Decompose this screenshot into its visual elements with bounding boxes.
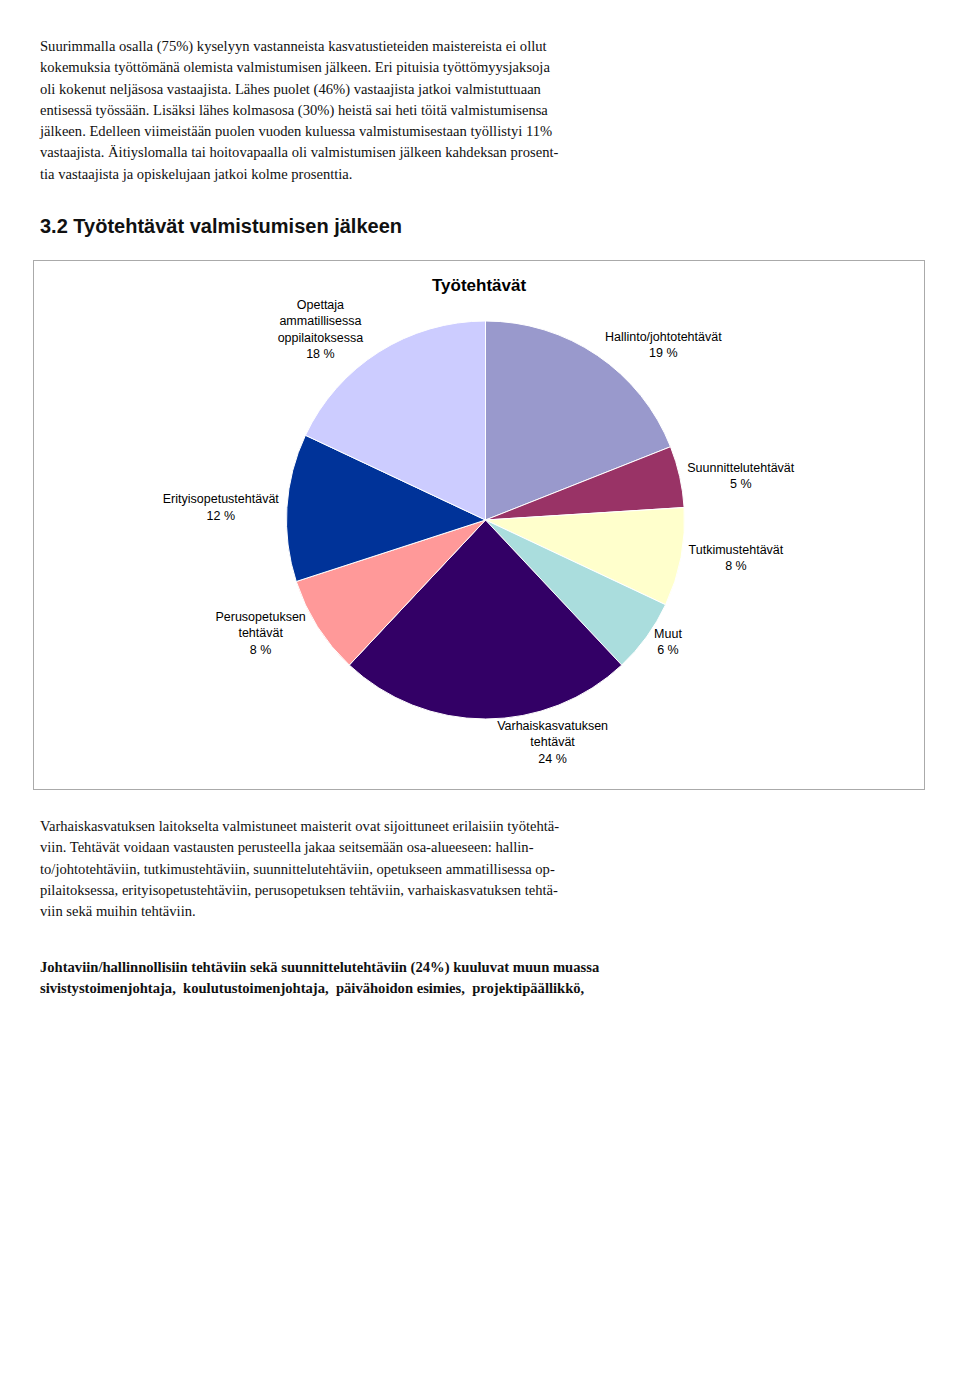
html-text:3.2 Työtehtävät valmistumisen: 3.2 Työtehtävät valmistumisen jälkeen: [40, 215, 402, 238]
svg-text:Tutkimustehtävät8 %: Tutkimustehtävät8 %: [689, 543, 784, 573]
svg-text:Perusopetuksentehtävät8 %: Perusopetuksentehtävät8 %: [215, 610, 305, 657]
svg-text:Opettajaammatillisessaoppilait: Opettajaammatillisessaoppilaitoksessa18 …: [278, 298, 364, 361]
svg-text:Varhaiskasvatuksentehtävät24 %: Varhaiskasvatuksentehtävät24 %: [497, 719, 608, 766]
html-text:tia vastaajista ja opiskelujaa: tia vastaajista ja opiskelujaan jatkoi k…: [40, 165, 353, 182]
svg-text:Erityisopetustehtävät12 %: Erityisopetustehtävät12 %: [163, 492, 280, 522]
html-text:jälkeen. Edelleen viimeistään: jälkeen. Edelleen viimeistään puolen vuo…: [40, 123, 553, 140]
svg-text:Suunnittelutehtävät5 %: Suunnittelutehtävät5 %: [687, 461, 795, 491]
html-text:Varhaiskasvatuksen laitokselta: Varhaiskasvatuksen laitokselta valmistun…: [40, 818, 560, 835]
svg-text:Työtehtävät: Työtehtävät: [432, 276, 526, 295]
html-text:to/johtotehtäviin, tutkimusteh: to/johtotehtäviin, tutkimustehtäviin, su…: [40, 860, 555, 877]
html-text:oli kokenut neljäsosa vastaaji: oli kokenut neljäsosa vastaajista. Lähes…: [40, 80, 541, 97]
html-text:pilaitoksessa, erityisopetuste: pilaitoksessa, erityisopetustehtäviin, p…: [40, 882, 558, 898]
html-text:vastaajista. Äitiyslomalla tai: vastaajista. Äitiyslomalla tai hoitovapa…: [40, 144, 559, 161]
html-text:Suurimmalla osalla (75%) kysel: Suurimmalla osalla (75%) kyselyyn vastan…: [40, 38, 547, 54]
svg-text:Hallinto/johtotehtävät19 %: Hallinto/johtotehtävät19 %: [605, 330, 722, 360]
html-text:Johtaviin/hallinnollisiin teht: Johtaviin/hallinnollisiin tehtäviin sekä…: [40, 958, 600, 975]
html-text:kokemuksia työttömänä olemista: kokemuksia työttömänä olemista valmistum…: [40, 59, 550, 76]
svg-text:Muut6 %: Muut6 %: [654, 627, 682, 657]
html-text:viin sekä muihin tehtäviin.: viin sekä muihin tehtäviin.: [40, 903, 196, 920]
html-text:viin. Tehtävät voidaan vastaus: viin. Tehtävät voidaan vastausten perust…: [40, 839, 534, 856]
html-text:sivistystoimenjohtaja, koulutu: sivistystoimenjohtaja, koulutustoimenjoh…: [40, 979, 585, 996]
html-text:entisessä työssään. Lisäksi lä: entisessä työssään. Lisäksi lähes kolmas…: [40, 101, 548, 118]
